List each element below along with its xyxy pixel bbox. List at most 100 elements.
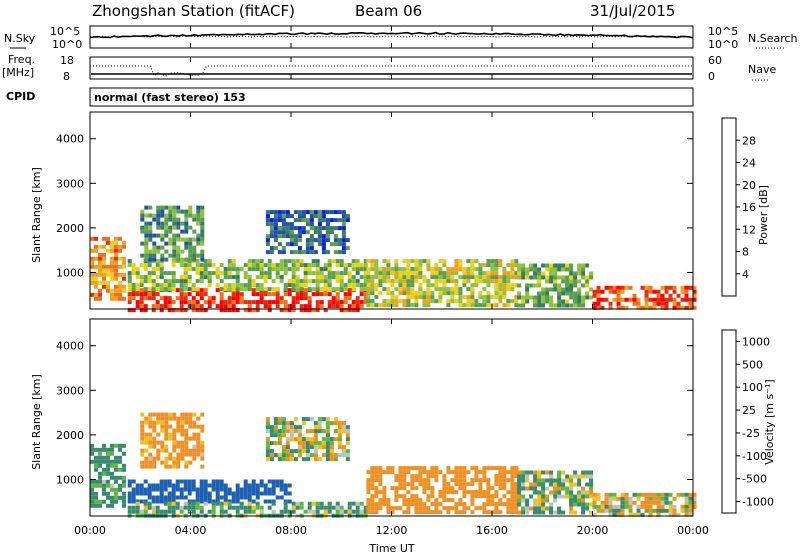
power-cell [191, 300, 196, 305]
velocity-cell [577, 502, 582, 507]
power-cell [656, 297, 661, 302]
velocity-cell [195, 495, 200, 500]
velocity-cell [188, 452, 193, 457]
velocity-cell [414, 474, 419, 479]
velocity-cell [183, 483, 188, 488]
velocity-cell [152, 428, 157, 433]
power-cell [195, 271, 200, 276]
power-cell [533, 299, 538, 304]
power-cell [676, 301, 681, 306]
velocity-cell [163, 483, 168, 488]
power-cell [277, 242, 282, 247]
velocity-cell [192, 456, 197, 461]
velocity-cell [533, 490, 538, 495]
velocity-cell [596, 508, 601, 513]
velocity-cell [176, 456, 181, 461]
velocity-cell [283, 487, 288, 492]
power-cell [148, 237, 153, 242]
power-cell [644, 285, 649, 290]
power-cell [152, 213, 157, 218]
velocity-cell [90, 447, 94, 452]
power-cell [277, 226, 282, 231]
power-cell [200, 205, 205, 210]
power-cell [135, 271, 140, 276]
velocity-cell [557, 474, 562, 479]
velocity-cell [184, 420, 189, 425]
velocity-cell [285, 425, 290, 430]
velocity-cell [517, 498, 522, 503]
power-cell [251, 288, 256, 293]
velocity-cell [297, 445, 302, 450]
power-cell [345, 218, 350, 223]
power-cell [386, 263, 391, 268]
velocity-cell [247, 499, 252, 504]
power-cell [273, 230, 278, 235]
power-cell [139, 300, 144, 305]
power-cell [620, 305, 625, 310]
velocity-cell [569, 482, 574, 487]
power-cell [315, 283, 320, 288]
power-cell [285, 222, 290, 227]
power-cell [514, 275, 519, 280]
power-cell [151, 267, 156, 272]
velocity-cell [537, 502, 542, 507]
velocity-cell [506, 478, 511, 483]
power-cell [341, 226, 346, 231]
velocity-cell [402, 474, 407, 479]
velocity-cell [219, 487, 224, 492]
power-cell [394, 259, 399, 264]
power-cell [279, 263, 284, 268]
velocity-cell [188, 448, 193, 453]
power-cell [235, 271, 240, 276]
velocity-cell [628, 508, 633, 513]
velocity-cell [557, 490, 562, 495]
velocity-cell [279, 509, 284, 514]
power-cell [450, 287, 455, 292]
velocity-cell [644, 504, 649, 509]
power-cell [94, 276, 98, 281]
velocity-cell [200, 424, 205, 429]
power-cell [565, 275, 570, 280]
velocity-cell [402, 466, 407, 471]
power-cell [537, 303, 542, 308]
velocity-cell [235, 505, 240, 510]
power-cell [325, 222, 330, 227]
power-cell [151, 308, 156, 313]
power-cell [438, 275, 443, 280]
power-cell [299, 308, 304, 313]
power-cell [259, 292, 264, 297]
power-cell [339, 283, 344, 288]
velocity-cell [337, 421, 342, 426]
velocity-cell [156, 456, 161, 461]
power-cell [184, 245, 189, 250]
power-cell [517, 295, 522, 300]
velocity-cell [259, 479, 264, 484]
power-cell [692, 305, 697, 310]
velocity-cell [323, 509, 328, 514]
power-cell [285, 214, 290, 219]
power-cell [561, 303, 566, 308]
nsky-label: N.Sky [4, 32, 36, 45]
power-cell [394, 271, 399, 276]
velocity-cell [557, 506, 562, 511]
velocity-cell [309, 445, 314, 450]
power-cell [514, 295, 519, 300]
velocity-cell [171, 483, 176, 488]
velocity-cell [569, 494, 574, 499]
velocity-cell [317, 421, 322, 426]
power-cell [164, 221, 169, 226]
power-cell [267, 271, 272, 276]
power-cell [156, 205, 161, 210]
power-cell [172, 213, 177, 218]
velocity-cell [394, 490, 399, 495]
velocity-cell [600, 500, 605, 505]
power-cell [295, 275, 300, 280]
velocity-cell [374, 506, 379, 511]
power-cell [311, 308, 316, 313]
power-cell [167, 271, 172, 276]
power-cell [402, 283, 407, 288]
velocity-cell [329, 453, 334, 458]
power-cell [402, 291, 407, 296]
velocity-cell [569, 490, 574, 495]
velocity-cell [313, 433, 318, 438]
